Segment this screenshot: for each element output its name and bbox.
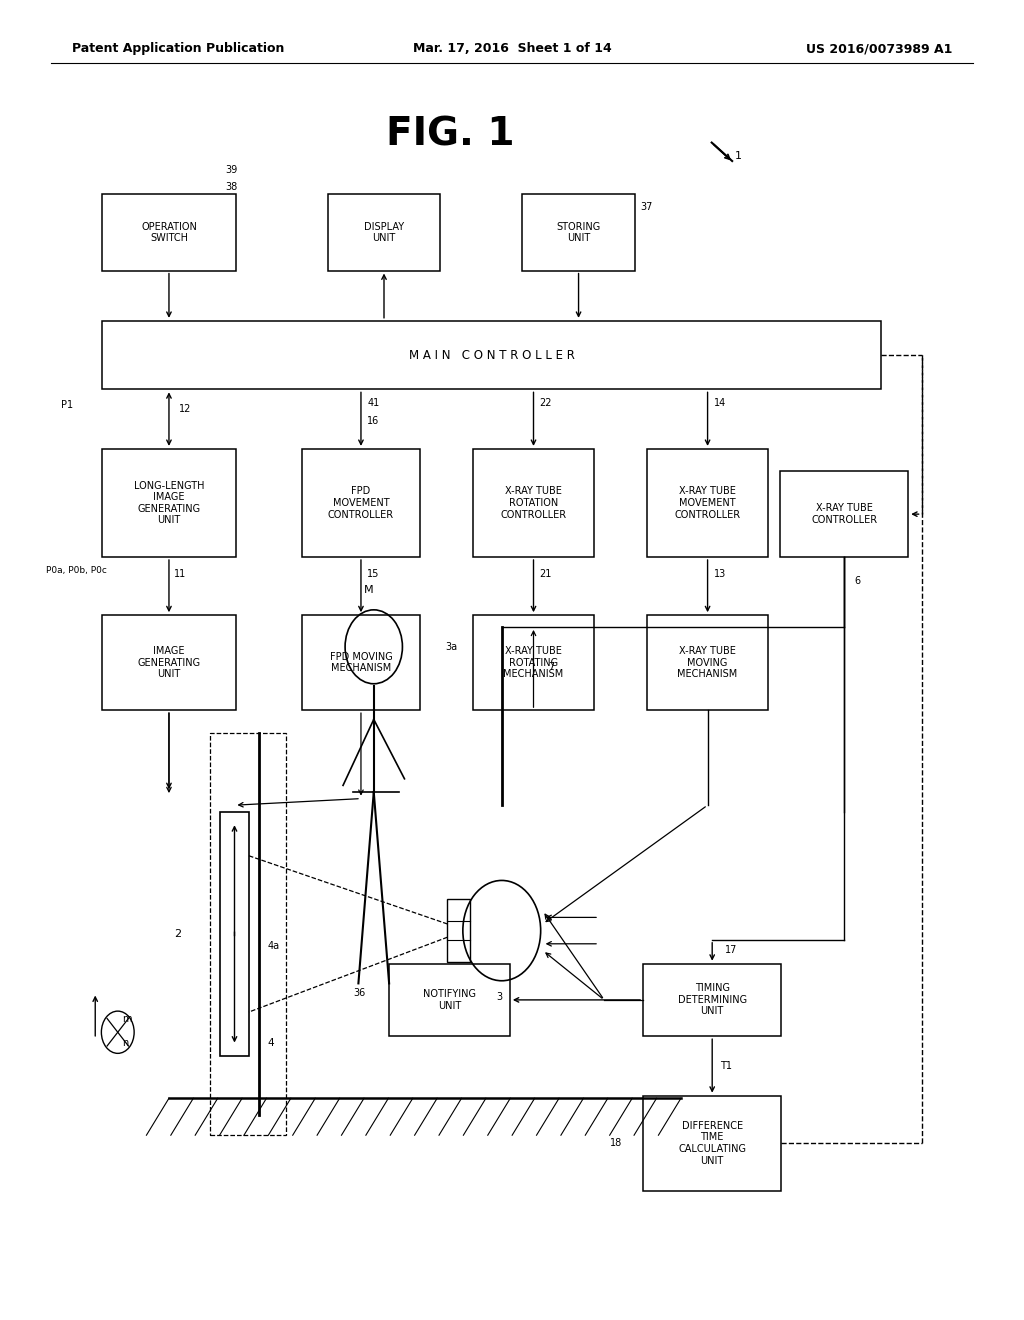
Text: 2: 2	[174, 929, 181, 939]
Text: 41: 41	[367, 397, 379, 408]
Text: P1: P1	[61, 400, 74, 411]
FancyBboxPatch shape	[220, 812, 249, 1056]
Text: Mar. 17, 2016  Sheet 1 of 14: Mar. 17, 2016 Sheet 1 of 14	[413, 42, 611, 55]
Text: 12: 12	[179, 404, 191, 414]
Text: 17: 17	[725, 945, 737, 956]
FancyBboxPatch shape	[102, 194, 236, 271]
Text: P0a, P0b, P0c: P0a, P0b, P0c	[46, 566, 106, 574]
Text: FPD
MOVEMENT
CONTROLLER: FPD MOVEMENT CONTROLLER	[328, 486, 394, 520]
Text: FIG. 1: FIG. 1	[386, 116, 515, 153]
FancyBboxPatch shape	[780, 471, 908, 557]
Text: 11: 11	[174, 569, 186, 579]
Text: 16: 16	[367, 416, 379, 426]
FancyBboxPatch shape	[102, 321, 881, 389]
FancyBboxPatch shape	[643, 964, 781, 1036]
Text: OPERATION
SWITCH: OPERATION SWITCH	[141, 222, 197, 243]
FancyBboxPatch shape	[643, 1096, 781, 1191]
Text: X-RAY TUBE
ROTATION
CONTROLLER: X-RAY TUBE ROTATION CONTROLLER	[501, 486, 566, 520]
FancyBboxPatch shape	[102, 449, 236, 557]
Text: 1: 1	[735, 150, 742, 161]
Text: US 2016/0073989 A1: US 2016/0073989 A1	[806, 42, 952, 55]
FancyBboxPatch shape	[302, 449, 420, 557]
Text: m: m	[122, 1014, 131, 1024]
FancyBboxPatch shape	[522, 194, 635, 271]
Text: T1: T1	[721, 1061, 732, 1071]
Text: X-RAY TUBE
CONTROLLER: X-RAY TUBE CONTROLLER	[811, 503, 878, 525]
Text: 18: 18	[610, 1138, 623, 1148]
Text: X-RAY TUBE
ROTATING
MECHANISM: X-RAY TUBE ROTATING MECHANISM	[504, 645, 563, 680]
Text: IMAGE
GENERATING
UNIT: IMAGE GENERATING UNIT	[137, 645, 201, 680]
FancyBboxPatch shape	[328, 194, 440, 271]
FancyBboxPatch shape	[102, 615, 236, 710]
Text: 15: 15	[367, 569, 380, 579]
Text: NOTIFYING
UNIT: NOTIFYING UNIT	[423, 989, 476, 1011]
Text: 3a: 3a	[445, 642, 458, 652]
Text: 4: 4	[267, 1038, 273, 1048]
FancyBboxPatch shape	[447, 899, 470, 962]
Text: 21: 21	[540, 569, 552, 579]
Text: DISPLAY
UNIT: DISPLAY UNIT	[364, 222, 404, 243]
Text: STORING
UNIT: STORING UNIT	[556, 222, 601, 243]
Text: DIFFERENCE
TIME
CALCULATING
UNIT: DIFFERENCE TIME CALCULATING UNIT	[678, 1121, 746, 1166]
Text: Patent Application Publication: Patent Application Publication	[72, 42, 284, 55]
Text: 3: 3	[497, 991, 503, 1002]
Text: 14: 14	[714, 397, 726, 408]
FancyBboxPatch shape	[473, 615, 594, 710]
Text: 38: 38	[225, 182, 238, 193]
Text: 4a: 4a	[267, 941, 280, 952]
Text: X-RAY TUBE
MOVING
MECHANISM: X-RAY TUBE MOVING MECHANISM	[678, 645, 737, 680]
Text: X-RAY TUBE
MOVEMENT
CONTROLLER: X-RAY TUBE MOVEMENT CONTROLLER	[675, 486, 740, 520]
Text: 37: 37	[640, 202, 652, 213]
Text: M A I N   C O N T R O L L E R: M A I N C O N T R O L L E R	[409, 348, 574, 362]
Text: LONG-LENGTH
IMAGE
GENERATING
UNIT: LONG-LENGTH IMAGE GENERATING UNIT	[134, 480, 204, 525]
FancyBboxPatch shape	[647, 615, 768, 710]
FancyBboxPatch shape	[473, 449, 594, 557]
Text: 22: 22	[540, 397, 552, 408]
Text: 13: 13	[714, 569, 726, 579]
Text: 7: 7	[548, 661, 554, 672]
Text: 36: 36	[353, 989, 366, 998]
Text: M: M	[364, 585, 373, 595]
Text: 6: 6	[854, 576, 860, 586]
Text: TIMING
DETERMINING
UNIT: TIMING DETERMINING UNIT	[678, 983, 746, 1016]
FancyBboxPatch shape	[302, 615, 420, 710]
FancyBboxPatch shape	[647, 449, 768, 557]
Text: n: n	[122, 1038, 128, 1048]
FancyBboxPatch shape	[389, 964, 510, 1036]
Text: FPD MOVING
MECHANISM: FPD MOVING MECHANISM	[330, 652, 392, 673]
Text: 39: 39	[225, 165, 238, 176]
